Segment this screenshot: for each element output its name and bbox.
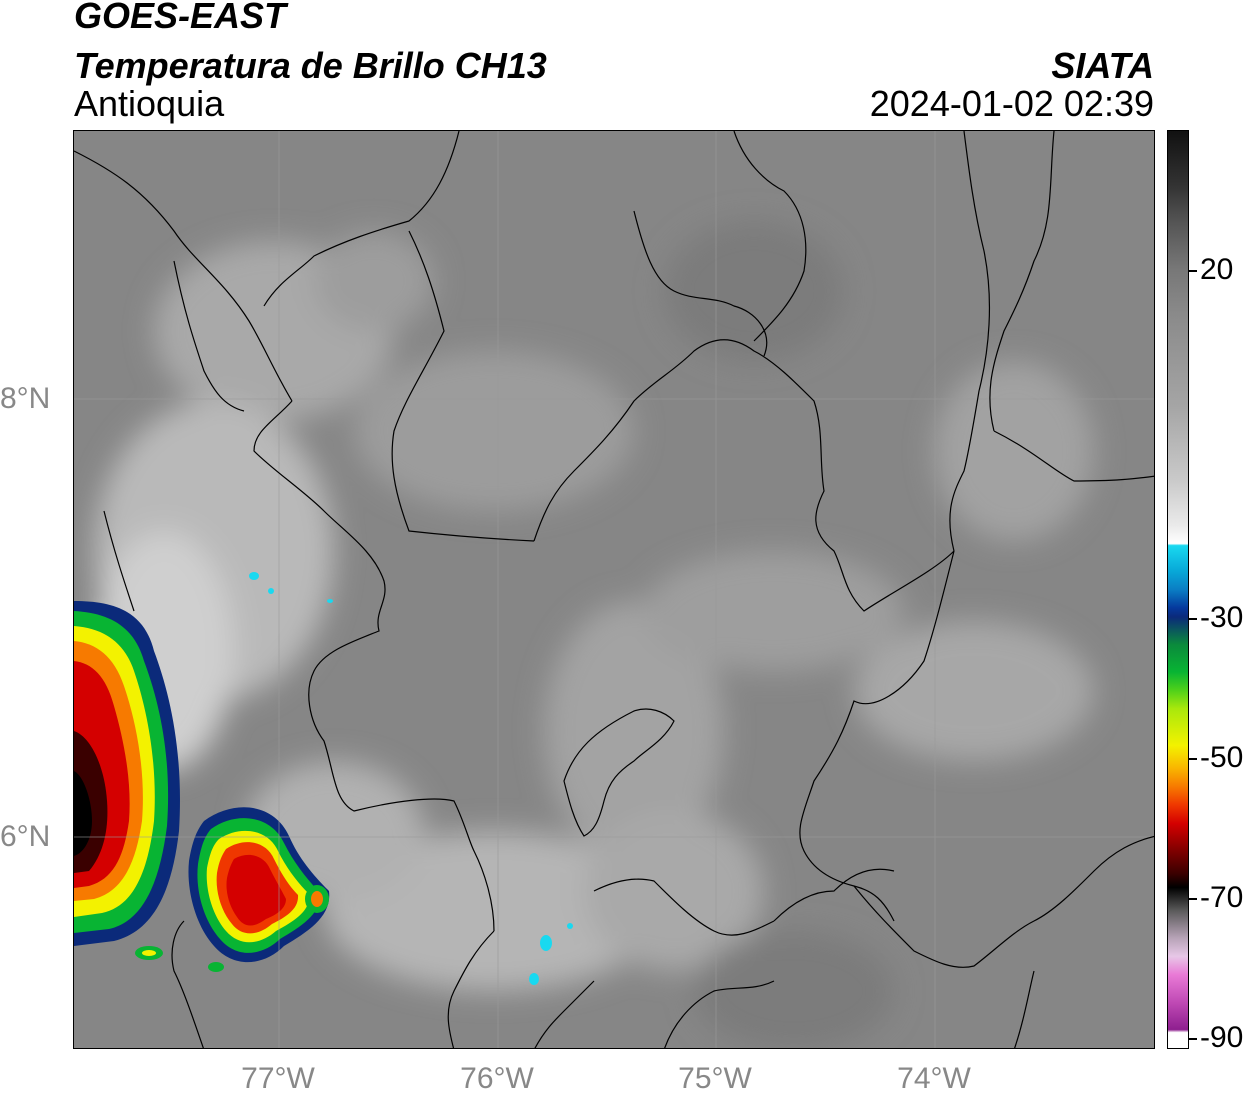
- organization-label: SIATA: [1051, 45, 1154, 86]
- colorbar-tick: [1189, 898, 1197, 900]
- storm-center-west: [135, 807, 330, 972]
- colorbar-label: -90: [1200, 1021, 1244, 1054]
- colorbar-tick: [1189, 270, 1197, 272]
- colorbar-label: -50: [1200, 741, 1244, 774]
- colorbar-tick: [1189, 618, 1197, 620]
- colorbar: [1167, 130, 1189, 1049]
- cloud-texture: [94, 221, 1094, 1048]
- region-label: Antioquia: [74, 83, 225, 124]
- lon-label-76w: 76°W: [460, 1062, 534, 1095]
- timestamp-label: 2024-01-02 02:39: [869, 83, 1154, 124]
- lat-label-8n: 8°N: [0, 382, 51, 415]
- satellite-title: GOES-EAST: [74, 0, 287, 36]
- lon-label-77w: 77°W: [241, 1062, 315, 1095]
- storm-west: [74, 601, 180, 946]
- cold-spots: [249, 572, 573, 985]
- map-canvas: [74, 131, 1154, 1048]
- lon-label-74w: 74°W: [897, 1062, 971, 1095]
- colorbar-tick: [1189, 758, 1197, 760]
- satellite-map[interactable]: [73, 130, 1155, 1049]
- graticule: [74, 131, 1154, 1048]
- boundaries: [74, 131, 1154, 1048]
- colorbar-label: -70: [1200, 881, 1244, 914]
- colorbar-label: 20: [1200, 253, 1234, 286]
- lat-label-6n: 6°N: [0, 820, 51, 853]
- colorbar-label: -30: [1200, 601, 1244, 634]
- lon-label-75w: 75°W: [678, 1062, 752, 1095]
- product-title: Temperatura de Brillo CH13: [74, 45, 547, 86]
- colorbar-tick: [1189, 1038, 1197, 1040]
